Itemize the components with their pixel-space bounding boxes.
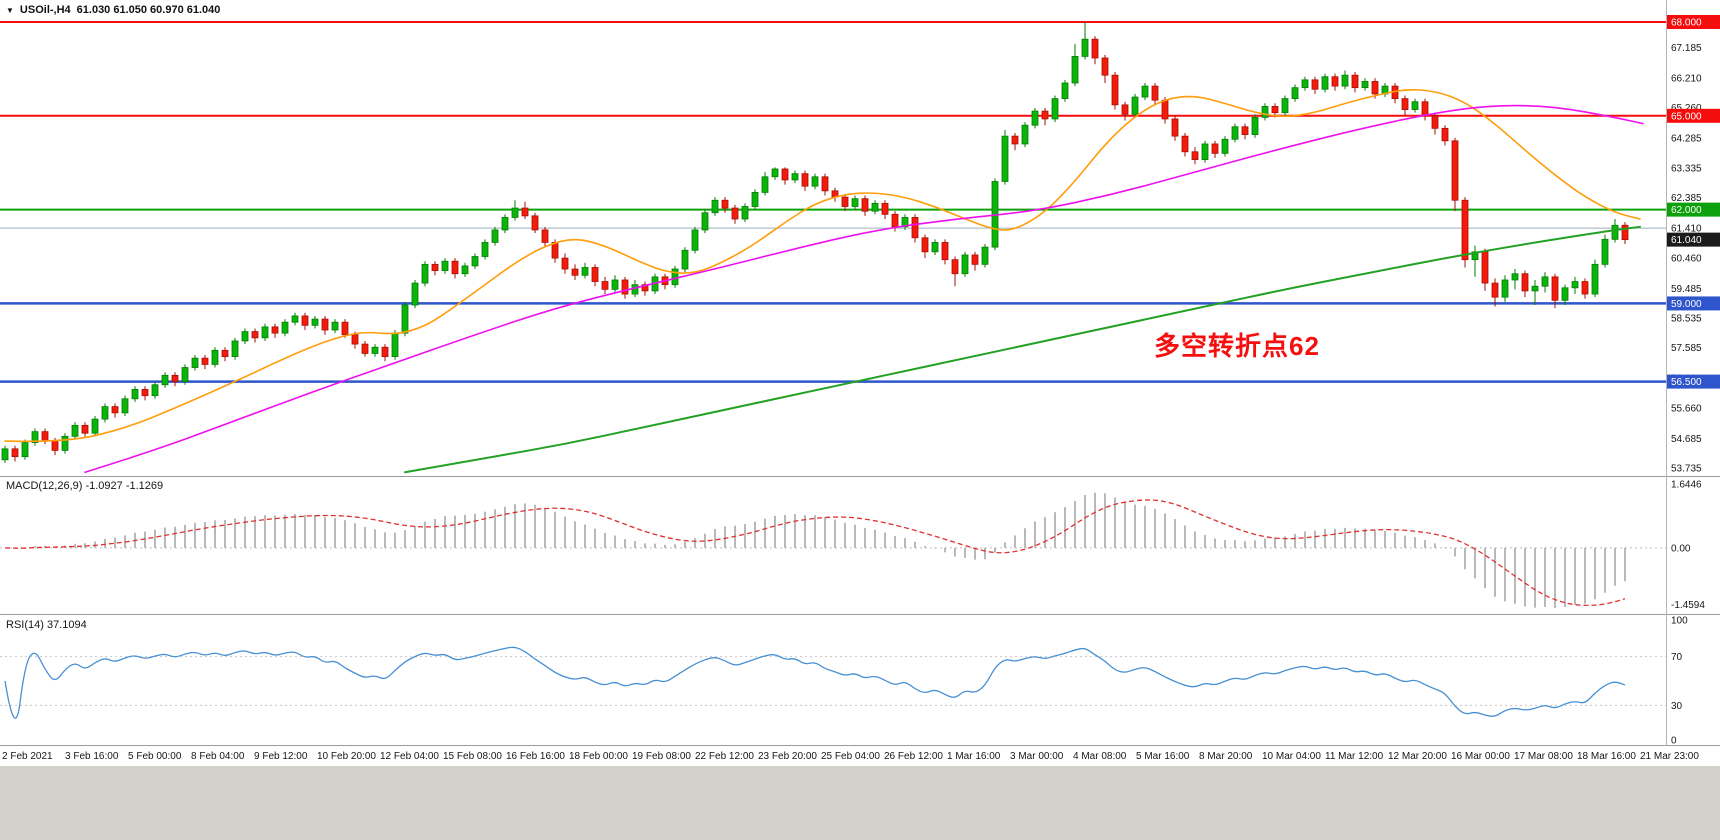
- svg-text:1 Mar 16:00: 1 Mar 16:00: [947, 751, 1001, 762]
- svg-text:57.585: 57.585: [1671, 343, 1702, 354]
- svg-text:100: 100: [1671, 616, 1688, 627]
- svg-text:61.410: 61.410: [1671, 224, 1702, 235]
- svg-text:17 Mar 08:00: 17 Mar 08:00: [1514, 751, 1573, 762]
- svg-text:66.210: 66.210: [1671, 73, 1702, 84]
- rsi-header-label: RSI(14) 37.1094: [6, 619, 87, 631]
- svg-text:3 Mar 00:00: 3 Mar 00:00: [1010, 751, 1064, 762]
- level-price-badge: [1667, 108, 1720, 123]
- macd-histogram: [14, 492, 1626, 608]
- macd-header-label: MACD(12,26,9) -1.0927 -1.1269: [6, 480, 164, 492]
- chart-title: ▼ USOil-,H4 61.030 61.050 60.970 61.040: [6, 4, 220, 16]
- current-price-badge: [1667, 232, 1720, 247]
- svg-text:63.335: 63.335: [1671, 163, 1702, 174]
- svg-text:0: 0: [1671, 736, 1677, 747]
- svg-text:62.000: 62.000: [1671, 205, 1702, 216]
- trend-annotation: 多空转折点62: [1154, 331, 1320, 361]
- svg-text:30: 30: [1671, 701, 1683, 712]
- svg-text:19 Feb 08:00: 19 Feb 08:00: [632, 751, 691, 762]
- svg-text:5 Feb 00:00: 5 Feb 00:00: [128, 751, 182, 762]
- level-price-badge: [1667, 15, 1720, 29]
- macd-signal-line: [4, 499, 1626, 607]
- svg-text:55.660: 55.660: [1671, 403, 1702, 414]
- svg-text:70: 70: [1671, 652, 1683, 663]
- svg-text:23 Feb 20:00: 23 Feb 20:00: [758, 751, 817, 762]
- svg-text:3 Feb 16:00: 3 Feb 16:00: [65, 751, 119, 762]
- svg-text:64.285: 64.285: [1671, 134, 1702, 145]
- horizontal-levels: [0, 21, 1666, 383]
- svg-text:58.535: 58.535: [1671, 313, 1702, 324]
- pane-separators: [0, 0, 1720, 746]
- svg-text:11 Mar 12:00: 11 Mar 12:00: [1325, 751, 1384, 762]
- svg-text:5 Mar 16:00: 5 Mar 16:00: [1136, 751, 1190, 762]
- svg-text:53.735: 53.735: [1671, 464, 1702, 475]
- macd-header: MACD(12,26,9) -1.0927 -1.1269: [6, 480, 163, 492]
- ma-slow-green: [404, 225, 1641, 474]
- svg-text:4 Mar 08:00: 4 Mar 08:00: [1073, 751, 1127, 762]
- svg-text:54.685: 54.685: [1671, 434, 1702, 445]
- svg-text:8 Feb 04:00: 8 Feb 04:00: [191, 751, 245, 762]
- svg-text:9 Feb 12:00: 9 Feb 12:00: [254, 751, 308, 762]
- level-price-badge: [1667, 296, 1720, 311]
- svg-text:18 Mar 16:00: 18 Mar 16:00: [1577, 751, 1636, 762]
- svg-text:67.185: 67.185: [1671, 43, 1702, 54]
- svg-text:18 Feb 00:00: 18 Feb 00:00: [569, 751, 628, 762]
- svg-text:10 Mar 04:00: 10 Mar 04:00: [1262, 751, 1321, 762]
- svg-text:-1.4594: -1.4594: [1671, 600, 1705, 611]
- svg-text:21 Mar 23:00: 21 Mar 23:00: [1640, 751, 1699, 762]
- svg-text:0.00: 0.00: [1671, 543, 1691, 554]
- svg-text:1.6446: 1.6446: [1671, 480, 1702, 491]
- svg-text:65.260: 65.260: [1671, 103, 1702, 114]
- svg-text:16 Feb 16:00: 16 Feb 16:00: [506, 751, 565, 762]
- bottom-gray-strip: [0, 766, 1720, 840]
- svg-text:12 Feb 04:00: 12 Feb 04:00: [380, 751, 439, 762]
- svg-text:65.000: 65.000: [1671, 111, 1702, 122]
- svg-text:10 Feb 20:00: 10 Feb 20:00: [317, 751, 376, 762]
- svg-text:56.500: 56.500: [1671, 377, 1702, 388]
- svg-text:8 Mar 20:00: 8 Mar 20:00: [1199, 751, 1253, 762]
- svg-text:25 Feb 04:00: 25 Feb 04:00: [821, 751, 880, 762]
- svg-text:22 Feb 12:00: 22 Feb 12:00: [695, 751, 754, 762]
- svg-text:62.385: 62.385: [1671, 193, 1702, 204]
- svg-text:60.460: 60.460: [1671, 253, 1702, 264]
- svg-text:12 Mar 20:00: 12 Mar 20:00: [1388, 751, 1447, 762]
- svg-text:68.000: 68.000: [1671, 18, 1702, 29]
- rsi-pane[interactable]: 100 70 30 0: [0, 616, 1688, 747]
- svg-text:26 Feb 12:00: 26 Feb 12:00: [884, 751, 943, 762]
- ohlc-readout: 61.030 61.050 60.970 61.040: [76, 4, 221, 16]
- svg-text:59.485: 59.485: [1671, 284, 1702, 295]
- level-price-badge: [1667, 374, 1720, 389]
- rsi-line: [4, 646, 1626, 719]
- ma-mid-magenta: [84, 104, 1644, 474]
- time-axis[interactable]: 2 Feb 2021 3 Feb 16:00 5 Feb 00:00 8 Feb 04…: [2, 751, 1699, 762]
- svg-text:16 Mar 00:00: 16 Mar 00:00: [1451, 751, 1510, 762]
- symbol-period-label: USOil-,H4: [19, 4, 71, 16]
- dropdown-triangle-icon: ▼: [6, 6, 14, 15]
- price-axis[interactable]: 67.185 66.210 65.260 64.285 63.335 62.385 61.4…: [1667, 15, 1720, 475]
- macd-pane[interactable]: 1.6446 0.00 -1.4594: [0, 480, 1705, 612]
- svg-text:2 Feb 2021: 2 Feb 2021: [2, 751, 53, 762]
- candlestick-series: [1, 22, 1629, 463]
- rsi-header: RSI(14) 37.1094: [6, 619, 87, 631]
- ma-fast-orange: [4, 89, 1641, 443]
- svg-text:61.040: 61.040: [1671, 235, 1702, 246]
- level-price-badge: [1667, 202, 1720, 217]
- svg-text:59.000: 59.000: [1671, 299, 1702, 310]
- svg-text:15 Feb 08:00: 15 Feb 08:00: [443, 751, 502, 762]
